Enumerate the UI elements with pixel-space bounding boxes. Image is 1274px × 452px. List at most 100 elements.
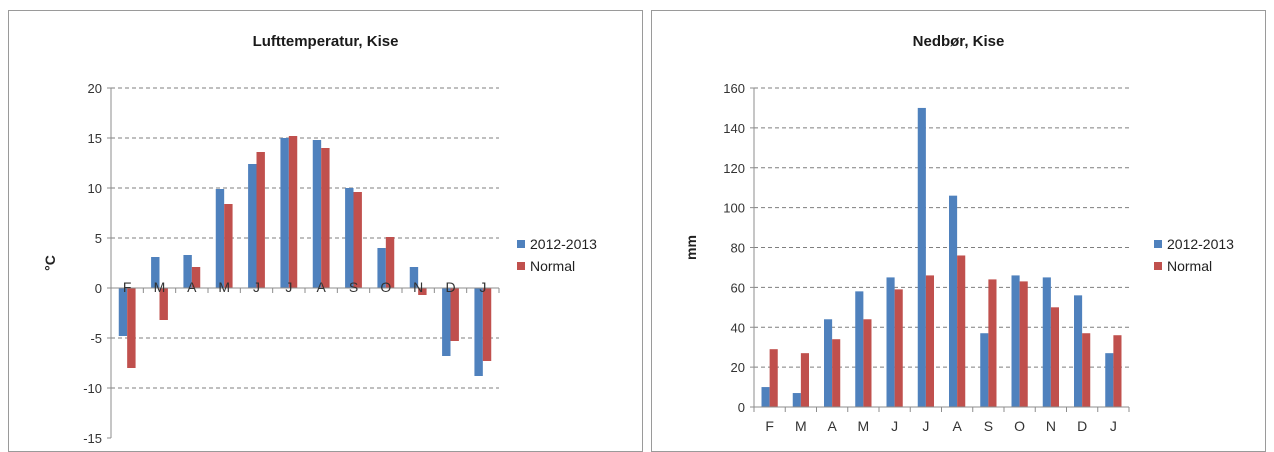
x-tick-label: J	[253, 279, 260, 295]
legend-label: Normal	[1167, 258, 1213, 274]
y-tick-label: 10	[88, 181, 102, 196]
bar-normal	[957, 255, 966, 407]
bar-2012-2013	[409, 267, 419, 288]
bar-2012-2013	[824, 319, 833, 407]
x-tick-label: M	[795, 418, 807, 434]
bar-2012-2013	[761, 387, 770, 407]
chart-title: Lufttemperatur, Kise	[252, 33, 399, 50]
bar-2012-2013	[312, 140, 322, 288]
bar-normal	[385, 237, 395, 288]
bar-normal	[256, 152, 265, 288]
x-tick-label: A	[827, 418, 837, 434]
y-tick-label: 20	[731, 360, 745, 375]
y-tick-label: 140	[723, 121, 745, 136]
bar-2012-2013	[886, 277, 895, 407]
y-axis-label: °C	[42, 255, 58, 271]
bar-2012-2013	[474, 288, 483, 376]
bar-2012-2013	[855, 291, 864, 407]
bar-2012-2013	[183, 255, 192, 288]
x-tick-label: S	[984, 418, 993, 434]
y-tick-label: 0	[738, 400, 745, 415]
bar-normal	[1113, 335, 1122, 407]
bar-2012-2013	[248, 164, 257, 288]
bar-normal	[988, 279, 997, 407]
precipitation-chart-plot: 0 20 40 60 80 100 120 140 160 mm F M A M J J A S O N D J	[683, 81, 1130, 434]
x-tick-label: A	[187, 279, 197, 295]
bar-normal	[1050, 307, 1059, 407]
bar-normal	[800, 353, 809, 407]
temperature-chart-plot: -15 -10 -5 0 5 10 15 20 °C F M A M J J A S O N D J	[42, 81, 500, 446]
y-tick-label: 120	[723, 161, 745, 176]
bar-normal	[1019, 281, 1028, 407]
x-tick-label: D	[1077, 418, 1087, 434]
bar-normal	[925, 275, 934, 407]
y-tick-label: 0	[95, 281, 102, 296]
bar-2012-2013	[1074, 295, 1083, 407]
bar-2012-2013	[442, 288, 451, 356]
x-tick-label: J	[922, 418, 929, 434]
bar-2012-2013	[792, 393, 801, 407]
x-tick-label: F	[123, 279, 132, 295]
y-tick-label: 160	[723, 81, 745, 96]
y-axis-label: mm	[683, 235, 699, 260]
y-tick-label: 60	[731, 280, 745, 295]
x-tick-label: S	[349, 279, 358, 295]
precipitation-chart-panel: Nedbør, Kise 0 20 40 60 80 100 120 140 160 mm F M A M…	[651, 10, 1266, 452]
y-tick-label: 20	[88, 81, 102, 96]
x-tick-label: M	[218, 279, 230, 295]
legend-label: Normal	[530, 258, 576, 274]
bar-2012-2013	[118, 288, 128, 336]
legend-label: 2012-2013	[1167, 236, 1234, 252]
y-tick-label: 40	[731, 320, 745, 335]
chart-legend: 2012-2013 Normal	[517, 233, 597, 277]
bar-2012-2013	[1105, 353, 1114, 407]
x-tick-label: M	[858, 418, 870, 434]
x-tick-label: O	[1014, 418, 1025, 434]
x-tick-label: A	[316, 279, 326, 295]
chart-title: Nedbør, Kise	[912, 33, 1005, 50]
legend-label: 2012-2013	[530, 236, 597, 252]
bar-normal	[127, 288, 136, 368]
x-tick-label: A	[952, 418, 962, 434]
y-tick-label: 80	[731, 241, 745, 256]
bar-normal	[418, 288, 427, 295]
legend-swatch	[1154, 240, 1162, 248]
bar-normal	[1082, 333, 1091, 407]
legend-swatch	[1154, 262, 1162, 270]
x-tick-label: J	[479, 279, 486, 295]
bar-2012-2013	[1042, 277, 1051, 407]
temperature-chart-panel: Lufttemperatur, Kise -15 -10 -5 0 5 10 15 20 °C F…	[8, 10, 643, 452]
bar-normal	[353, 192, 362, 288]
x-tick-label: F	[765, 418, 774, 434]
y-tick-label: 15	[88, 131, 102, 146]
legend-entry: Normal	[1154, 255, 1234, 277]
x-tick-label: J	[1110, 418, 1117, 434]
bar-2012-2013	[949, 195, 958, 407]
y-tick-label: -10	[83, 381, 102, 396]
legend-swatch	[517, 262, 525, 270]
bar-2012-2013	[1011, 275, 1020, 407]
y-tick-label: 100	[723, 201, 745, 216]
bar-normal	[321, 148, 330, 288]
bar-2012-2013	[917, 107, 926, 407]
x-tick-label: D	[445, 279, 455, 295]
bar-2012-2013	[980, 333, 989, 407]
x-tick-label: J	[285, 279, 292, 295]
y-tick-label: 5	[95, 231, 102, 246]
bar-2012-2013	[280, 138, 289, 288]
bar-normal	[159, 288, 168, 320]
x-tick-label: N	[413, 279, 423, 295]
legend-entry: 2012-2013	[1154, 233, 1234, 255]
y-tick-label: -5	[90, 331, 102, 346]
x-tick-label: O	[380, 279, 391, 295]
bar-2012-2013	[151, 257, 160, 288]
bar-2012-2013	[345, 188, 354, 288]
bar-normal	[224, 204, 233, 288]
bar-normal	[769, 349, 778, 407]
x-tick-label: J	[891, 418, 898, 434]
chart-legend: 2012-2013 Normal	[1154, 233, 1234, 277]
x-tick-label: M	[154, 279, 166, 295]
bar-normal	[482, 288, 492, 361]
x-tick-label: N	[1046, 418, 1056, 434]
legend-entry: 2012-2013	[517, 233, 597, 255]
